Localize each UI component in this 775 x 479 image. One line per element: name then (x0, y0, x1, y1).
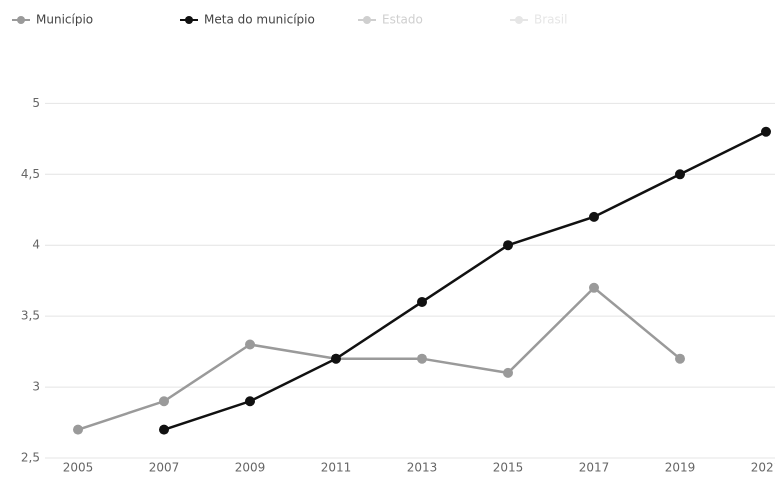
legend-marker (515, 16, 523, 24)
y-tick-label: 2,5 (21, 451, 40, 465)
y-tick-label: 5 (32, 96, 40, 110)
legend-marker (17, 16, 25, 24)
x-tick-label: 2005 (63, 461, 94, 475)
x-tick-label: 2015 (493, 461, 524, 475)
data-point (331, 353, 341, 364)
data-point (245, 396, 255, 407)
data-point (73, 424, 83, 435)
legend-marker (185, 16, 193, 24)
series-line (77, 286, 681, 431)
data-point (761, 126, 771, 137)
x-tick-label: 2017 (579, 461, 610, 475)
y-tick-label: 3 (32, 380, 40, 394)
series-line (163, 130, 767, 431)
x-tick-label: 2011 (321, 461, 352, 475)
x-tick-label: 2013 (407, 461, 438, 475)
data-point (417, 296, 427, 307)
data-point (417, 353, 427, 364)
data-point (675, 169, 685, 180)
x-tick-label: 2007 (149, 461, 180, 475)
x-tick-label: 2021 (751, 461, 775, 475)
legend-label: Brasil (534, 13, 567, 27)
data-point (503, 367, 513, 378)
data-point (675, 353, 685, 364)
legend-label: Município (36, 13, 93, 27)
data-point (245, 339, 255, 350)
data-point (159, 424, 169, 435)
legend-marker (363, 16, 371, 24)
data-point (159, 396, 169, 407)
legend-label: Estado (382, 13, 423, 27)
x-tick-label: 2019 (665, 461, 696, 475)
x-tick-label: 2009 (235, 461, 266, 475)
data-point (589, 211, 599, 222)
y-tick-label: 3,5 (21, 309, 40, 323)
y-tick-label: 4,5 (21, 167, 40, 181)
y-tick-label: 4 (32, 238, 40, 252)
data-point (503, 240, 513, 251)
legend-label: Meta do município (204, 13, 315, 27)
data-point (589, 282, 599, 293)
